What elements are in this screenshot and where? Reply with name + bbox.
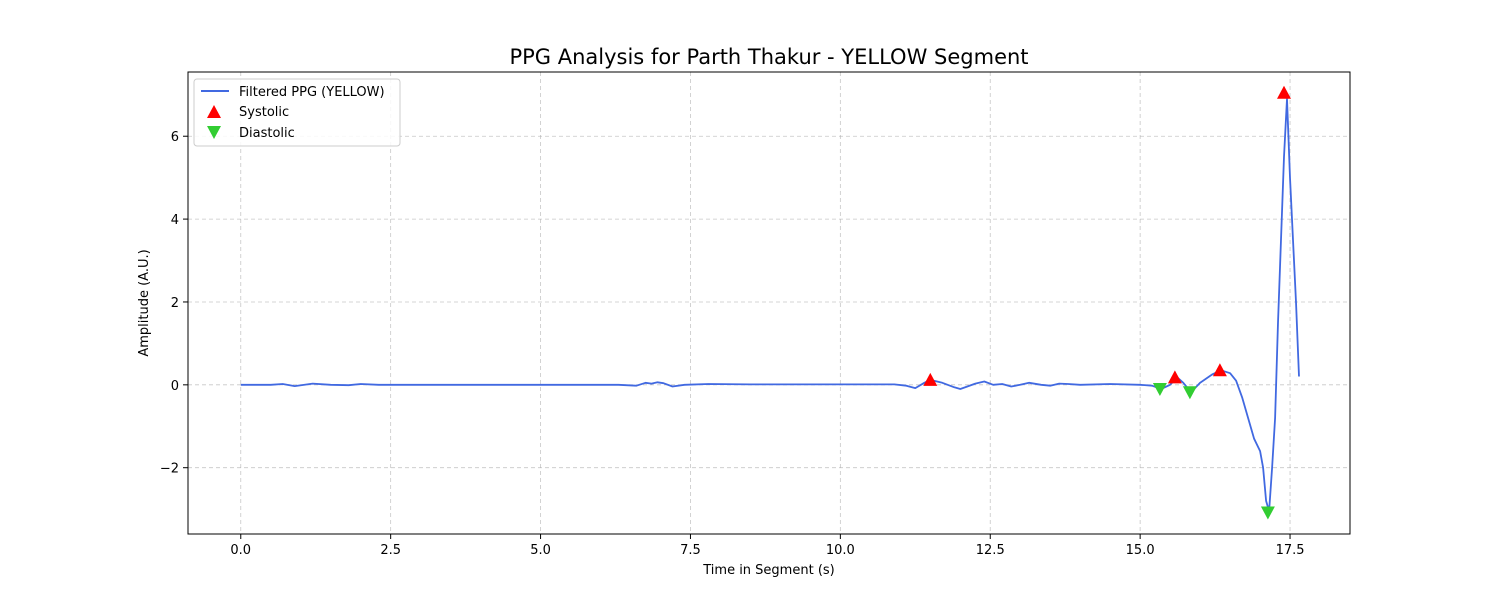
- ppg-signal-line: [240, 98, 1300, 513]
- y-tick-label: 2: [171, 296, 179, 311]
- plot-frame: [187, 71, 1351, 535]
- legend-entry-diastolic: Diastolic: [239, 126, 295, 141]
- systolic-peak-marker: [1277, 85, 1291, 99]
- x-axis: 0.0 2.5 5.0 7.5 10.0 12.5 15.0 17.5: [230, 534, 1305, 558]
- legend-box: [193, 78, 401, 147]
- x-tick-label: 7.5: [680, 543, 701, 558]
- diastolic-trough-marker: [1260, 506, 1275, 520]
- legend-diastolic-marker: [207, 126, 221, 139]
- x-tick-label: 2.5: [380, 543, 401, 558]
- x-tick-label: 0.0: [230, 543, 251, 558]
- systolic-peak-marker: [1212, 363, 1227, 377]
- y-tick-label: 0: [171, 379, 179, 394]
- systolic-peak-marker: [923, 372, 938, 386]
- y-tick-label: 4: [171, 213, 179, 228]
- legend: Filtered PPG (YELLOW) Systolic Diastolic: [193, 78, 401, 147]
- chart-title: PPG Analysis for Parth Thakur - YELLOW S…: [509, 45, 1028, 69]
- plot-data: [240, 85, 1300, 520]
- x-tick-label: 15.0: [1126, 543, 1155, 558]
- x-tick-label: 5.0: [530, 543, 551, 558]
- systolic-peak-marker: [1167, 370, 1182, 384]
- y-axis: −2 0 2 4 6: [160, 130, 188, 477]
- x-tick-label: 17.5: [1276, 543, 1305, 558]
- diastolic-trough-marker: [1152, 383, 1167, 396]
- legend-entry-filtered: Filtered PPG (YELLOW): [239, 85, 385, 100]
- x-axis-label: Time in Segment (s): [702, 563, 834, 578]
- y-axis-label: Amplitude (A.U.): [137, 249, 152, 356]
- legend-systolic-marker: [207, 105, 221, 118]
- x-tick-label: 12.5: [976, 543, 1005, 558]
- diastolic-trough-marker: [1182, 386, 1197, 400]
- x-tick-label: 10.0: [826, 543, 855, 558]
- y-tick-label: −2: [160, 462, 179, 477]
- legend-entry-systolic: Systolic: [239, 105, 289, 120]
- y-tick-label: 6: [171, 130, 179, 145]
